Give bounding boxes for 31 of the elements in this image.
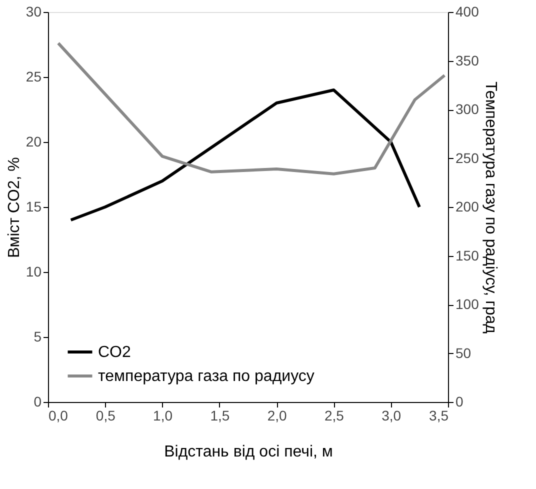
y2-tick-label: 50 — [456, 344, 472, 361]
x-tick-label: 0,5 — [96, 408, 116, 424]
y2-tick-label: 250 — [456, 150, 480, 166]
legend-label: температура газа по радиусу — [98, 368, 314, 385]
x-tick-label: 3,0 — [382, 408, 402, 424]
y-tick-label: 10 — [26, 264, 42, 280]
x-tick-label: 0,0 — [48, 408, 68, 424]
x-tick-label: 2,5 — [324, 408, 344, 424]
x-tick-label: 1,5 — [210, 408, 230, 424]
y-tick-label: 25 — [26, 68, 42, 84]
y-tick-label: 0 — [34, 394, 42, 410]
y2-tick-label: 100 — [456, 296, 480, 312]
y2-tick-label: 400 — [456, 4, 480, 20]
line-series — [69, 88, 421, 222]
x-tick-label: 3,5 — [429, 408, 449, 424]
y2-tick-label: 300 — [456, 101, 480, 117]
y-tick-label: 15 — [26, 198, 42, 214]
legend-label: CO2 — [98, 344, 131, 361]
line-series — [56, 42, 446, 176]
y-tick-label: 20 — [26, 134, 42, 150]
y2-tick-label: 200 — [456, 198, 480, 214]
x-axis-title: Відстань від осі печі, м — [164, 444, 333, 460]
y2-tick-label: 350 — [456, 52, 480, 68]
y2-axis-title: Температура газу по радіусу, град — [482, 82, 499, 334]
y-tick-label: 5 — [34, 328, 42, 344]
y2-tick-label: 0 — [456, 394, 464, 410]
y-tick-label: 30 — [26, 4, 42, 20]
y-axis-title: Вміст CO2, % — [6, 157, 23, 258]
y2-tick-label: 150 — [456, 247, 480, 264]
x-tick-label: 2,0 — [267, 408, 288, 424]
x-tick-label: 1,0 — [153, 408, 173, 424]
